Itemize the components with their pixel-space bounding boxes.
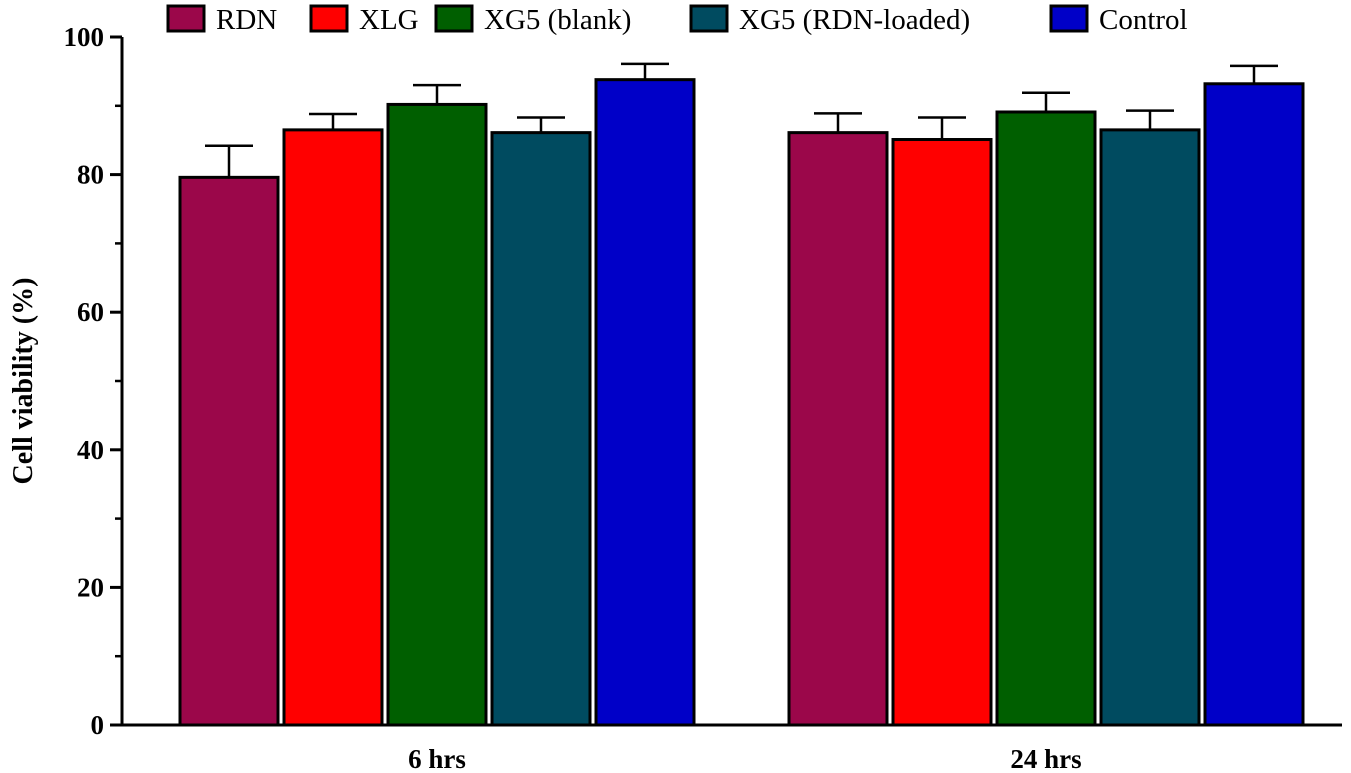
error-bars-group bbox=[205, 62, 1278, 178]
legend: RDN XLG XG5 (blank) XG5 (RDN-loaded) Control bbox=[166, 4, 1188, 36]
bar bbox=[594, 78, 696, 727]
bar bbox=[1203, 82, 1305, 727]
legend-label: Control bbox=[1099, 4, 1188, 36]
x-category-label: 6 hrs bbox=[408, 744, 466, 773]
legend-swatch bbox=[689, 4, 729, 33]
axes-group: 0 20 40 60 80 100 6 hrs 24 hrs bbox=[64, 22, 1342, 773]
legend-swatch bbox=[166, 4, 206, 33]
legend-swatch bbox=[434, 4, 474, 33]
legend-label: RDN bbox=[216, 4, 277, 36]
bar bbox=[490, 131, 592, 727]
bar bbox=[1099, 128, 1201, 727]
bar bbox=[995, 110, 1097, 727]
legend-label: XG5 (RDN-loaded) bbox=[739, 4, 970, 36]
y-tick-label: 100 bbox=[64, 22, 105, 52]
bar bbox=[178, 175, 280, 727]
bars-group bbox=[178, 78, 1305, 727]
y-tick-label: 40 bbox=[77, 435, 104, 465]
bar bbox=[282, 128, 384, 727]
legend-label: XG5 (blank) bbox=[484, 4, 631, 36]
legend-swatch bbox=[309, 4, 349, 33]
legend-swatch bbox=[1049, 4, 1089, 33]
y-tick-label: 20 bbox=[77, 572, 104, 602]
y-tick-label: 60 bbox=[77, 297, 104, 327]
y-axis-title: Cell viability (%) bbox=[8, 278, 39, 485]
bar bbox=[386, 102, 488, 727]
legend-label: XLG bbox=[359, 4, 419, 36]
bar bbox=[787, 131, 889, 727]
x-category-label: 24 hrs bbox=[1010, 744, 1081, 773]
y-tick-label: 0 bbox=[91, 710, 105, 740]
bar bbox=[891, 138, 993, 727]
y-tick-label: 80 bbox=[77, 160, 104, 190]
